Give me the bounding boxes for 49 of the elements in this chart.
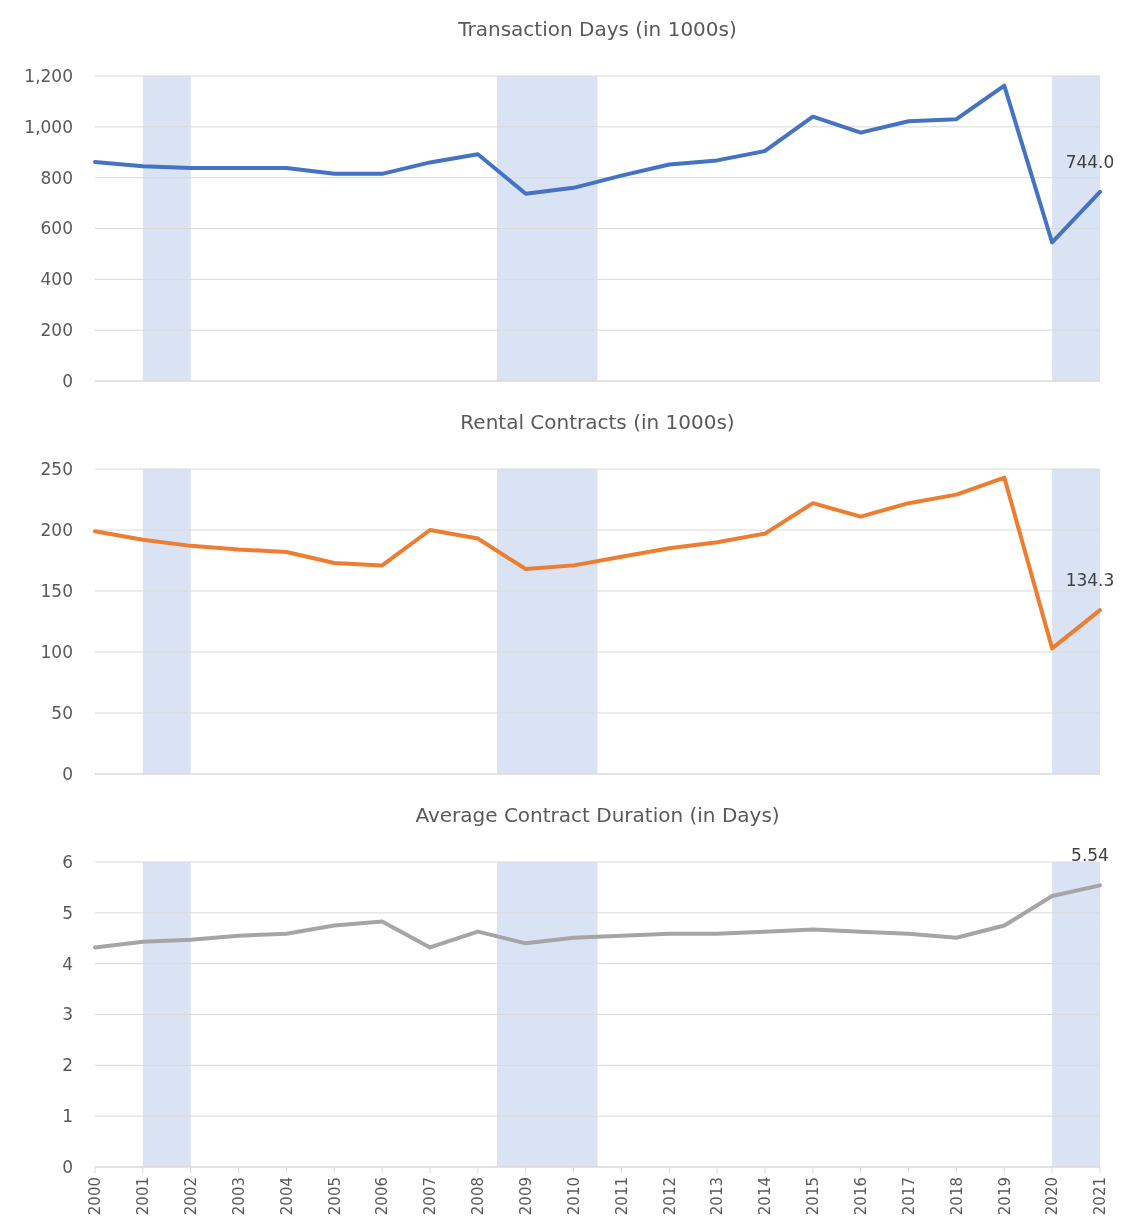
x-tick-label: 2012 [660, 1177, 679, 1216]
y-tick-label: 1,200 [24, 65, 73, 86]
y-tick-label: 400 [40, 269, 73, 290]
x-tick-label: 2013 [708, 1177, 727, 1216]
y-tick-label: 0 [62, 370, 73, 391]
y-tick-label: 150 [40, 580, 73, 601]
y-tick-label: 0 [62, 1156, 73, 1177]
y-tick-label: 3 [62, 1004, 73, 1025]
y-tick-label: 200 [40, 519, 73, 540]
x-tick-label: 2007 [421, 1177, 440, 1216]
y-tick-label: 100 [40, 641, 73, 662]
y-tick-label: 200 [40, 320, 73, 341]
x-tick-label: 2014 [756, 1177, 775, 1216]
x-tick-label: 2010 [564, 1177, 583, 1216]
x-tick-label: 2011 [612, 1177, 631, 1216]
y-tick-label: 600 [40, 218, 73, 239]
y-tick-label: 800 [40, 167, 73, 188]
y-tick-label: 0 [62, 763, 73, 784]
y-tick-label: 1 [62, 1106, 73, 1127]
x-tick-label: 2004 [277, 1177, 296, 1216]
x-tick-label: 2002 [181, 1177, 200, 1216]
y-tick-label: 6 [62, 851, 73, 872]
y-tick-label: 50 [51, 702, 73, 723]
x-tick-label: 2001 [134, 1177, 153, 1216]
x-tick-label: 2008 [469, 1177, 488, 1216]
x-tick-label: 2017 [899, 1177, 918, 1216]
x-tick-label: 2020 [1043, 1177, 1062, 1216]
data-label: 744.0 [1065, 151, 1115, 172]
x-tick-label: 2016 [851, 1177, 870, 1216]
chart-title: Average Contract Duration (in Days) [415, 803, 780, 827]
x-tick-label: 2006 [373, 1177, 392, 1216]
y-tick-label: 2 [62, 1055, 73, 1076]
x-tick-label: 2009 [516, 1177, 535, 1216]
y-tick-label: 4 [62, 953, 73, 974]
x-tick-label: 2019 [995, 1177, 1014, 1216]
x-tick-label: 2003 [229, 1177, 248, 1216]
data-label: 134.3 [1065, 570, 1115, 591]
chart-title: Rental Contracts (in 1000s) [460, 410, 735, 434]
line-series [93, 883, 1102, 950]
x-tick-label: 2000 [86, 1177, 105, 1216]
y-tick-label: 250 [40, 458, 73, 479]
chart-title: Transaction Days (in 1000s) [457, 17, 737, 41]
x-tick-label: 2021 [1091, 1177, 1110, 1216]
data-label: 5.54 [1071, 845, 1109, 866]
y-tick-label: 5 [62, 902, 73, 923]
y-tick-label: 1,000 [24, 116, 73, 137]
x-tick-label: 2015 [804, 1177, 823, 1216]
x-tick-label: 2005 [325, 1177, 344, 1216]
x-tick-label: 2018 [947, 1177, 966, 1216]
